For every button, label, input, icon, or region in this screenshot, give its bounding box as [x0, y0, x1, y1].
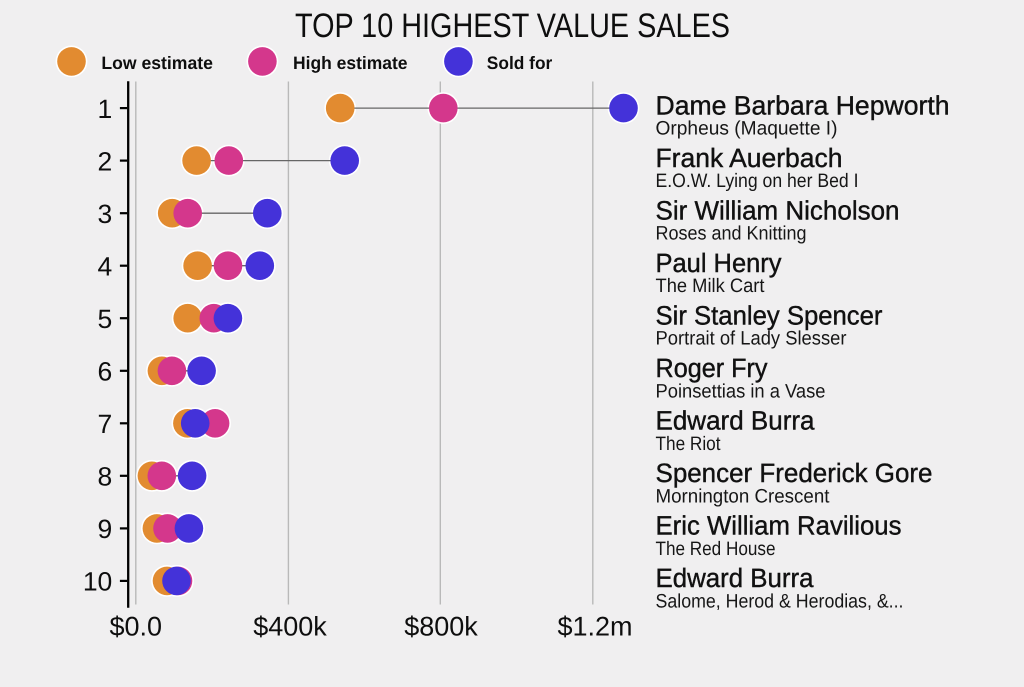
svg-text:Frank Auerbach: Frank Auerbach [656, 143, 843, 173]
svg-text:Orpheus (Maquette I): Orpheus (Maquette I) [656, 118, 838, 140]
svg-text:The Riot: The Riot [656, 433, 722, 455]
svg-text:7: 7 [98, 409, 113, 439]
svg-text:$1.2m: $1.2m [557, 612, 632, 642]
svg-text:E.O.W. Lying on her Bed I: E.O.W. Lying on her Bed I [656, 170, 859, 192]
svg-text:Mornington Crescent: Mornington Crescent [656, 485, 831, 507]
svg-text:$0.0: $0.0 [110, 612, 163, 642]
svg-text:10: 10 [83, 567, 112, 597]
svg-text:TOP 10 HIGHEST VALUE SALES: TOP 10 HIGHEST VALUE SALES [295, 7, 730, 45]
svg-text:6: 6 [98, 357, 113, 387]
svg-text:$800k: $800k [404, 612, 478, 642]
svg-text:Eric William Ravilious: Eric William Ravilious [656, 511, 902, 541]
svg-text:Paul Henry: Paul Henry [656, 248, 783, 278]
svg-text:3: 3 [98, 199, 113, 229]
svg-text:4: 4 [98, 252, 113, 282]
svg-text:Sir Stanley Spencer: Sir Stanley Spencer [656, 301, 883, 331]
svg-text:Low estimate: Low estimate [101, 53, 212, 73]
svg-text:The Red House: The Red House [656, 538, 776, 560]
svg-text:Roses and Knitting: Roses and Knitting [656, 223, 807, 245]
svg-text:Roger Fry: Roger Fry [656, 353, 769, 383]
svg-text:Edward Burra: Edward Burra [656, 563, 814, 593]
svg-text:Edward Burra: Edward Burra [656, 406, 815, 436]
svg-text:8: 8 [98, 462, 113, 492]
svg-text:2: 2 [98, 146, 113, 176]
svg-text:Sir William Nicholson: Sir William Nicholson [656, 196, 900, 226]
svg-text:High estimate: High estimate [293, 53, 408, 73]
svg-text:5: 5 [98, 304, 113, 334]
svg-text:Spencer Frederick Gore: Spencer Frederick Gore [656, 458, 933, 488]
svg-text:Portrait of Lady Slesser: Portrait of Lady Slesser [656, 328, 847, 350]
svg-text:Sold for: Sold for [487, 53, 553, 73]
svg-text:9: 9 [98, 514, 113, 544]
svg-text:1: 1 [98, 94, 113, 124]
svg-text:Salome, Herod & Herodias, &...: Salome, Herod & Herodias, &... [656, 590, 904, 612]
svg-text:Poinsettias in a Vase: Poinsettias in a Vase [656, 380, 826, 402]
svg-text:$400k: $400k [253, 612, 327, 642]
svg-text:The Milk Cart: The Milk Cart [656, 275, 766, 297]
svg-text:Dame Barbara Hepworth: Dame Barbara Hepworth [656, 90, 950, 120]
